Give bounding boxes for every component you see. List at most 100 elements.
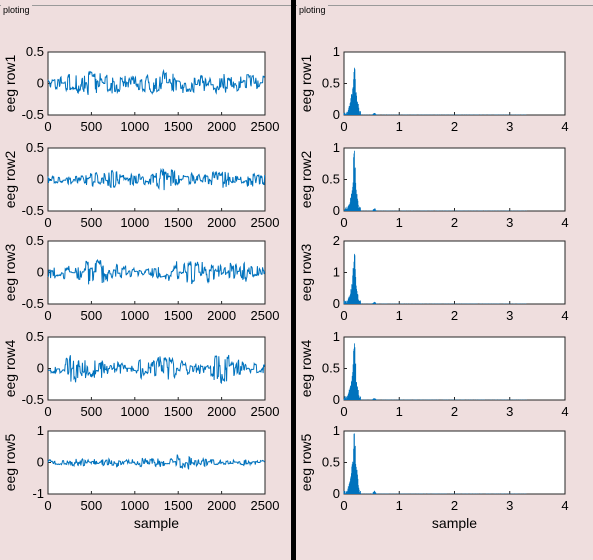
eeg-row4-spectrum-ytick-label: 0 [333,392,340,407]
eeg-row1-time-xtick-label: 2000 [207,119,236,134]
eeg-row3-time-xtick-label: 2500 [251,308,280,323]
left-panel-frame: ploting [0,4,291,560]
eeg-row1-spectrum-series [343,67,527,115]
eeg-row2-time-xtick-label: 0 [44,215,51,230]
eeg-row5-spectrum-plot-area [343,430,566,495]
eeg-row1-time-ytick-label: 0 [37,76,44,91]
eeg-row1-spectrum-ytick-label: 0.5 [322,76,340,91]
eeg-row3-time-ytick-label: 0 [37,265,44,280]
eeg-row4-spectrum-ytick-label: 1 [333,329,340,344]
eeg-row5-time-ylabel: eeg row5 [2,433,18,491]
eeg-row4-spectrum-series [343,343,527,400]
eeg-row3-spectrum-ytick-label: 2 [333,233,340,248]
eeg-row4-time-xtick-label: 1500 [164,404,193,419]
eeg-row3-time-xtick-label: 0 [44,308,51,323]
eeg-row1-spectrum-xtick-label: 1 [396,119,403,134]
eeg-row5-time-series [47,454,265,470]
eeg-row5-time-ytick-label: 0 [37,455,44,470]
eeg-row4-spectrum-xtick-label: 3 [506,404,513,419]
eeg-row2-time-xtick-label: 500 [81,215,103,230]
eeg-row5-spectrum-ylabel: eeg row5 [298,433,314,491]
eeg-row2-time-series [47,167,266,191]
eeg-row1-spectrum-xtick-label: 3 [506,119,513,134]
eeg-row1-spectrum-ytick-label: 1 [333,44,340,59]
eeg-row3-time-ylabel: eeg row3 [2,243,18,301]
eeg-row4-spectrum-ylabel: eeg row4 [298,339,314,397]
eeg-row5-spectrum-xtick-label: 1 [396,498,403,513]
eeg-row5-time-xtick-label: 1500 [164,498,193,513]
eeg-row2-time-ytick-label: -0.5 [22,203,44,218]
eeg-row4-spectrum-xtick-label: 1 [396,404,403,419]
eeg-row1-time-xtick-label: 1500 [164,119,193,134]
eeg-row2-time-xtick-label: 2500 [251,215,280,230]
eeg-row3-time-xtick-label: 2000 [207,308,236,323]
eeg-row5-spectrum-xtick-label: 0 [340,498,347,513]
eeg-row5-spectrum-ytick-label: 0.5 [322,455,340,470]
eeg-row3-spectrum-xtick-label: 4 [561,308,568,323]
eeg-row4-spectrum-xtick-label: 4 [561,404,568,419]
eeg-row2-spectrum-xtick-label: 3 [506,215,513,230]
eeg-row3-spectrum-ytick-label: 1 [333,265,340,280]
eeg-row2-spectrum-ytick-label: 1 [333,140,340,155]
eeg-row3-spectrum-xtick-label: 1 [396,308,403,323]
eeg-row4-time-ylabel: eeg row4 [2,339,18,397]
eeg-row3-time-ytick-label: 0.5 [26,233,44,248]
eeg-row4-spectrum-plot-area [343,336,566,401]
eeg-row1-time-ytick-label: 0.5 [26,44,44,59]
eeg-row2-spectrum-series [343,150,527,211]
eeg-row2-spectrum-xtick-label: 4 [561,215,568,230]
eeg-row2-spectrum-xtick-label: 1 [396,215,403,230]
eeg-row4-spectrum-xtick-label: 2 [451,404,458,419]
eeg-row3-spectrum-series [343,253,527,304]
eeg-row5-time-xtick-label: 1000 [120,498,149,513]
eeg-row5-time-ytick-label: 1 [37,423,44,438]
eeg-row3-spectrum-xtick-label: 0 [340,308,347,323]
right-panel-frame: ploting [296,4,593,560]
eeg-row2-time-ylabel: eeg row2 [2,150,18,208]
eeg-row1-time-xtick-label: 2500 [251,119,280,134]
eeg-row2-spectrum-xtick-label: 2 [451,215,458,230]
eeg-row4-time-series [47,354,266,385]
eeg-row5-time-xlabel: sample [134,515,179,531]
left-panel-title: ploting [1,4,32,16]
eeg-row5-time-xtick-label: 2000 [207,498,236,513]
eeg-row5-time-xtick-label: 2500 [251,498,280,513]
eeg-row1-spectrum-xtick-label: 0 [340,119,347,134]
eeg-row1-spectrum-plot-area [343,51,566,116]
eeg-row5-time-xtick-label: 0 [44,498,51,513]
eeg-row2-time-xtick-label: 2000 [207,215,236,230]
right-panel-title: ploting [297,4,328,16]
left-plot-panel: ploting 0 500 1000 1500 2000 2500 -0.5 0 0.5 eeg … [0,0,291,560]
eeg-row3-spectrum-ytick-label: 0 [333,296,340,311]
eeg-row3-time-series [47,259,266,285]
eeg-row4-time-ytick-label: 0.5 [26,329,44,344]
eeg-row2-time-xtick-label: 1000 [120,215,149,230]
eeg-row1-time-ylabel: eeg row1 [2,54,18,112]
eeg-row5-spectrum-axes: 0 1 2 3 4 0 0.5 1 eeg row5 sample [298,423,569,531]
eeg-row3-spectrum-axes: 0 1 2 3 4 0 1 2 eeg row3 [298,233,569,323]
eeg-row5-spectrum-xtick-label: 3 [506,498,513,513]
eeg-row3-spectrum-ylabel: eeg row3 [298,243,314,301]
eeg-row5-spectrum-xtick-label: 2 [451,498,458,513]
eeg-row3-time-xtick-label: 1500 [164,308,193,323]
eeg-row1-spectrum-ytick-label: 0 [333,107,340,122]
eeg-row1-time-ytick-label: -0.5 [22,107,44,122]
eeg-row2-time-ytick-label: 0 [37,172,44,187]
eeg-row3-spectrum-xtick-label: 2 [451,308,458,323]
eeg-row3-time-xtick-label: 1000 [120,308,149,323]
eeg-row5-spectrum-series [343,433,527,494]
eeg-row3-spectrum-plot-area [343,240,566,305]
eeg-row3-time-ytick-label: -0.5 [22,296,44,311]
eeg-row2-time-ytick-label: 0.5 [26,140,44,155]
eeg-row2-spectrum-axes: 0 1 2 3 4 0 0.5 1 eeg row2 [298,140,569,230]
eeg-row4-time-xtick-label: 1000 [120,404,149,419]
eeg-row2-spectrum-ytick-label: 0 [333,203,340,218]
eeg-row5-time-xtick-label: 500 [81,498,103,513]
eeg-row1-time-xtick-label: 1000 [120,119,149,134]
